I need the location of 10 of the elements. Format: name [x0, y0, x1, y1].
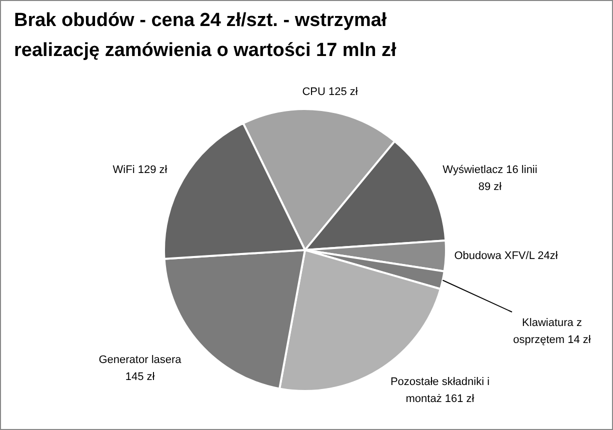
slice-label: Klawiatura z osprzętem 14 zł: [513, 317, 592, 346]
data-label: 145 zł: [125, 371, 156, 384]
slice-label: WiFi 129 zł: [112, 164, 168, 176]
slice-label: Pozostałe składniki i montaż 161 zł: [390, 376, 490, 406]
slice-label: Wyświetlacz 16 linii: [442, 164, 538, 176]
slice-label: CPU 125 zł: [302, 86, 358, 98]
chart-title: Brak obudów - cena 24 zł/szt. - wstrzymał realizację zamówienia o wartości 17 mln zł: [14, 9, 398, 63]
slice-label: Obudowa XFV/L 24zł: [454, 250, 558, 262]
data-label: 89 zł: [478, 181, 502, 194]
slice-label: Generator lasera: [98, 354, 182, 366]
